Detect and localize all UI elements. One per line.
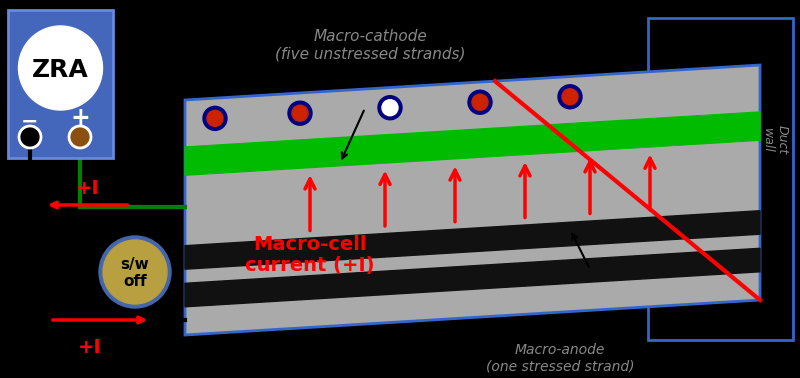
Circle shape xyxy=(562,89,578,105)
Text: Macro-anode
(one stressed strand): Macro-anode (one stressed strand) xyxy=(486,343,634,373)
Circle shape xyxy=(292,105,308,121)
Polygon shape xyxy=(185,248,760,307)
Text: −: − xyxy=(22,112,38,132)
Circle shape xyxy=(99,236,171,308)
Circle shape xyxy=(558,85,582,109)
Text: Duct
wall: Duct wall xyxy=(761,125,789,155)
Text: ZRA: ZRA xyxy=(32,58,89,82)
Polygon shape xyxy=(185,211,760,269)
Circle shape xyxy=(207,110,223,126)
Polygon shape xyxy=(648,18,793,340)
Text: s/w: s/w xyxy=(121,257,150,273)
Circle shape xyxy=(468,90,492,114)
Text: +: + xyxy=(70,106,90,130)
Circle shape xyxy=(203,106,227,130)
Polygon shape xyxy=(185,65,760,335)
Text: Macro-cell
current (+I): Macro-cell current (+I) xyxy=(246,234,374,276)
Circle shape xyxy=(378,96,402,120)
Circle shape xyxy=(69,126,91,148)
Circle shape xyxy=(18,26,102,110)
Circle shape xyxy=(19,126,41,148)
Text: Macro-cathode
(five unstressed strands): Macro-cathode (five unstressed strands) xyxy=(274,29,466,61)
Circle shape xyxy=(382,100,398,116)
Text: +I: +I xyxy=(76,179,100,198)
Circle shape xyxy=(472,94,488,110)
Text: off: off xyxy=(123,274,147,288)
Circle shape xyxy=(103,240,167,304)
Circle shape xyxy=(288,101,312,125)
Bar xyxy=(8,10,113,158)
Text: +I: +I xyxy=(78,338,102,357)
Polygon shape xyxy=(185,112,760,175)
